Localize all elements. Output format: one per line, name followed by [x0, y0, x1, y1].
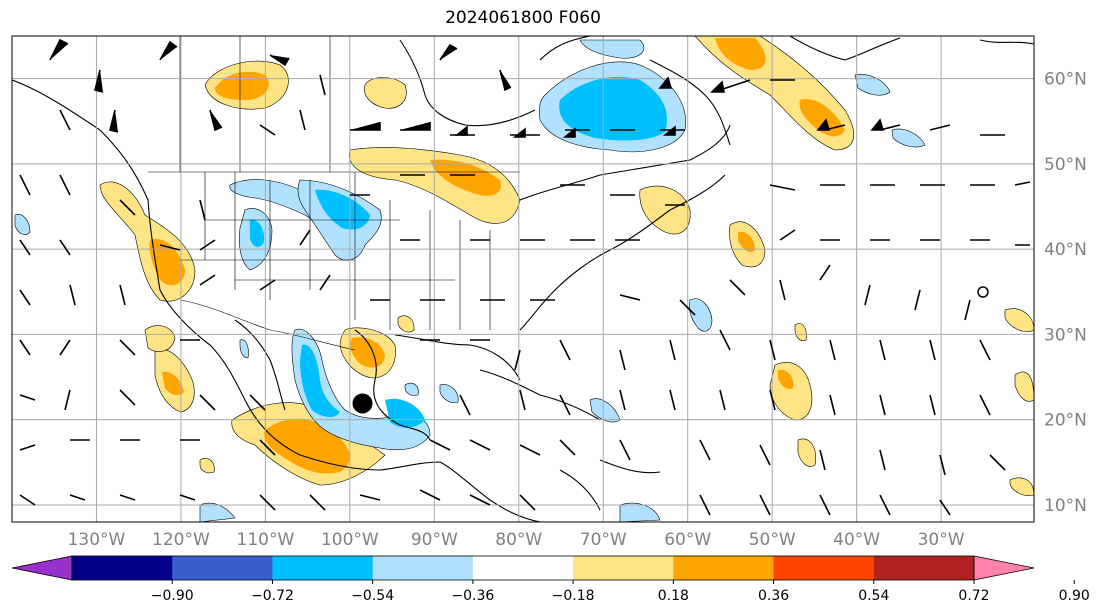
- colorbar-bin: [873, 556, 975, 580]
- negative-anomaly-fills: [14, 39, 926, 522]
- colorbar-bin: [773, 556, 875, 580]
- island-contour: [977, 286, 989, 298]
- latitude-label: 50°N: [1044, 155, 1087, 175]
- longitude-label: 40°W: [833, 530, 880, 550]
- map-plot-area: [12, 36, 1034, 522]
- longitude-label: 130°W: [68, 530, 126, 550]
- longitude-label: 120°W: [152, 530, 210, 550]
- colorbar-tick-label: 0.36: [758, 588, 789, 604]
- colorbar-extend-high: [973, 555, 1035, 581]
- plot-frame: [11, 35, 1035, 523]
- colorbar-tick-label: 0.18: [658, 588, 689, 604]
- political-borders: [148, 36, 520, 351]
- latitude-label: 20°N: [1044, 411, 1087, 431]
- colorbar-tick-label: 0.54: [858, 588, 889, 604]
- colorbar-extend-low: [11, 555, 73, 581]
- longitude-label: 110°W: [237, 530, 295, 550]
- latitude-label: 60°N: [1044, 70, 1087, 90]
- longitude-label: 100°W: [321, 530, 379, 550]
- longitude-label: 80°W: [495, 530, 542, 550]
- colorbar-tick-label: −0.18: [552, 588, 595, 604]
- colorbar-tick-label: −0.90: [151, 588, 194, 604]
- colorbar-tick-label: −0.54: [351, 588, 394, 604]
- longitude-label: 70°W: [580, 530, 627, 550]
- colorbar-bin: [372, 556, 474, 580]
- colorbar-tick-label: 0.72: [958, 588, 989, 604]
- longitude-label: 60°W: [664, 530, 711, 550]
- longitude-label: 90°W: [411, 530, 458, 550]
- colorbar-frame: [71, 555, 975, 581]
- storm-center-marker: [352, 393, 373, 414]
- colorbar-tick-label: 0.90: [1059, 588, 1090, 604]
- colorbar-bin: [673, 556, 775, 580]
- latitude-label: 40°N: [1044, 240, 1087, 260]
- colorbar-bin: [573, 556, 674, 580]
- colorbar-bin: [172, 556, 273, 580]
- map-title: 2024061800 F060: [445, 8, 601, 28]
- colorbar-tick-label: −0.72: [251, 588, 294, 604]
- latitude-labels: 60°N 50°N 40°N 30°N 20°N 10°N: [1044, 70, 1087, 516]
- colorbar-bin: [472, 556, 574, 580]
- latitude-label: 10°N: [1044, 496, 1087, 516]
- longitude-label: 30°W: [918, 530, 965, 550]
- colorbar-bin: [72, 556, 173, 580]
- lat-lon-grid: [12, 36, 1034, 522]
- colorbar: −0.90 −0.72 −0.54 −0.36 −0.18 0.18 0.36 0.54 0.7…: [11, 555, 1090, 604]
- wind-barbs: [19, 38, 1031, 516]
- colorbar-bin: [272, 556, 374, 580]
- coastlines: [12, 36, 1034, 522]
- latitude-label: 30°N: [1044, 325, 1087, 345]
- longitude-label: 50°W: [749, 530, 796, 550]
- colorbar-tick-label: −0.36: [451, 588, 494, 604]
- longitude-labels: 130°W 120°W 110°W 100°W 90°W 80°W 70°W 60°W 50°W…: [68, 530, 965, 550]
